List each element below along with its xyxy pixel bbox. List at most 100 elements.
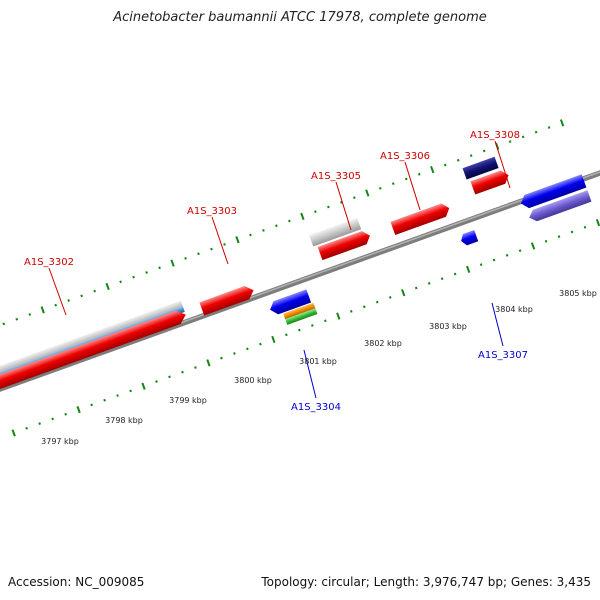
gene-a1s-3305-arrow[interactable]	[317, 229, 373, 261]
reverse-scale-minor-tick	[25, 426, 28, 430]
scale-label-3802: 3802 kbp	[364, 339, 402, 348]
forward-scale-major-tick	[235, 236, 240, 244]
reverse-scale-minor-tick	[505, 253, 509, 257]
scale-label-3801: 3801 kbp	[299, 357, 337, 366]
forward-scale-minor-tick	[547, 126, 551, 129]
feature-orange-reverse[interactable]	[283, 302, 316, 320]
reverse-scale-minor-tick	[155, 380, 158, 383]
forward-scale-minor-tick	[288, 219, 291, 223]
reverse-scale-minor-tick	[129, 389, 132, 393]
map-track-frame	[0, 119, 600, 437]
scale-labels: 3797 kbp 3798 kbp 3799 kbp 3800 kbp 3801…	[41, 289, 597, 446]
gene-a1s-3302-arrow[interactable]	[0, 308, 188, 393]
reverse-scale-minor-tick	[116, 394, 119, 397]
leader-a1s-3302	[48, 267, 67, 316]
reverse-scale-minor-tick	[557, 235, 561, 238]
forward-scale-major-tick	[40, 306, 45, 314]
gene-label-a1s-3307[interactable]: A1S_3307	[478, 350, 528, 361]
forward-scale-minor-tick	[404, 177, 408, 181]
reverse-scale-major-tick	[401, 289, 406, 297]
forward-scale-minor-tick	[2, 322, 6, 326]
reverse-scale-minor-tick	[311, 324, 314, 327]
scale-label-3805: 3805 kbp	[559, 289, 597, 298]
leader-a1s-3306	[404, 161, 421, 211]
gene-label-a1s-3302[interactable]: A1S_3302	[24, 257, 74, 268]
gene-label-a1s-3304[interactable]: A1S_3304	[291, 402, 341, 413]
reverse-scale-major-tick	[141, 382, 146, 390]
scale-label-3797: 3797 kbp	[41, 437, 79, 446]
leader-a1s-3303	[211, 216, 229, 265]
gene-a1s-3304-arrow[interactable]	[268, 289, 312, 316]
forward-scale-major-tick	[300, 212, 305, 220]
forward-scale-minor-tick	[210, 247, 213, 251]
leader-a1s-3305	[335, 181, 352, 231]
gene-a1s-3307-arrow[interactable]	[459, 229, 479, 247]
reverse-scale-major-tick	[11, 429, 16, 437]
forward-scale-minor-tick	[223, 243, 226, 246]
gene-a1s-3303-arrow[interactable]	[199, 284, 255, 316]
reverse-scale-minor-tick	[440, 277, 444, 281]
forward-scale-major-tick	[559, 119, 565, 127]
reverse-scale-minor-tick	[324, 319, 327, 323]
forward-scale-minor-tick	[469, 154, 473, 157]
gene-leader-lines	[48, 140, 511, 399]
forward-scale-minor-tick	[184, 257, 187, 260]
feature-gray-forward-short[interactable]	[309, 217, 362, 247]
gene-a1s-3306-arrow[interactable]	[390, 202, 451, 236]
reverse-scale-major-tick	[271, 335, 276, 344]
forward-scale-minor-tick	[249, 233, 252, 237]
feature-navy-forward[interactable]	[462, 156, 499, 180]
reverse-scale-major-tick	[336, 312, 341, 320]
reverse-scale-minor-tick	[349, 310, 353, 313]
reverse-scale-minor-tick	[518, 249, 522, 253]
reverse-scale-major-tick	[466, 265, 471, 273]
scale-label-3800: 3800 kbp	[234, 376, 272, 385]
leader-a1s-3304	[303, 349, 317, 399]
forward-scale-minor-tick	[482, 149, 486, 153]
forward-scale-minor-tick	[132, 275, 135, 279]
forward-scale-minor-tick	[391, 182, 395, 186]
reverse-scale-major-tick	[530, 242, 536, 250]
reverse-scale-minor-tick	[38, 422, 41, 425]
feature-blue-reverse-right[interactable]	[519, 174, 587, 210]
reverse-scale-major-tick	[206, 359, 211, 367]
forward-scale-minor-tick	[80, 294, 83, 298]
reverse-scale-minor-tick	[570, 230, 574, 234]
gene-label-a1s-3306[interactable]: A1S_3306	[380, 151, 430, 162]
feature-slate-reverse[interactable]	[527, 190, 592, 223]
forward-scale-minor-tick	[534, 130, 538, 134]
forward-scale-minor-tick	[197, 252, 200, 256]
reverse-scale-minor-tick	[233, 352, 236, 355]
forward-scale-major-tick	[430, 165, 435, 174]
forward-scale-minor-tick	[67, 299, 70, 302]
gene-a1s-3308-arrow[interactable]	[470, 168, 510, 195]
reverse-scale-minor-tick	[453, 272, 457, 276]
forward-scale-minor-tick	[378, 186, 382, 190]
gene-label-a1s-3303[interactable]: A1S_3303	[187, 206, 237, 217]
reverse-scale-minor-tick	[583, 225, 587, 229]
feature-green-reverse[interactable]	[285, 308, 318, 325]
reverse-scale-minor-tick	[375, 300, 379, 304]
reverse-scale-major-tick	[76, 405, 81, 414]
reverse-scale-major-tick	[595, 218, 600, 227]
gene-label-a1s-3308[interactable]: A1S_3308	[470, 130, 520, 141]
reverse-scale-minor-tick	[220, 356, 223, 360]
forward-scale-minor-tick	[508, 140, 512, 143]
forward-scale-minor-tick	[54, 303, 58, 307]
reverse-scale-minor-tick	[388, 296, 392, 299]
scale-label-3804: 3804 kbp	[495, 305, 533, 314]
forward-scale-minor-tick	[28, 313, 32, 316]
forward-scale-major-tick	[105, 282, 110, 291]
gene-labels: A1S_3302 A1S_3303 A1S_3305 A1S_3306 A1S_…	[24, 130, 528, 413]
gene-label-a1s-3305[interactable]: A1S_3305	[311, 171, 361, 182]
reverse-scale-minor-tick	[427, 281, 431, 285]
tick-row-reverse	[11, 218, 600, 437]
reverse-scale-minor-tick	[414, 286, 418, 290]
forward-scale-minor-tick	[353, 196, 356, 200]
reverse-scale-minor-tick	[90, 403, 93, 407]
genome-summary-text: Topology: circular; Length: 3,976,747 bp…	[261, 575, 591, 589]
reverse-scale-minor-tick	[544, 239, 548, 243]
leader-a1s-3307	[491, 302, 504, 347]
